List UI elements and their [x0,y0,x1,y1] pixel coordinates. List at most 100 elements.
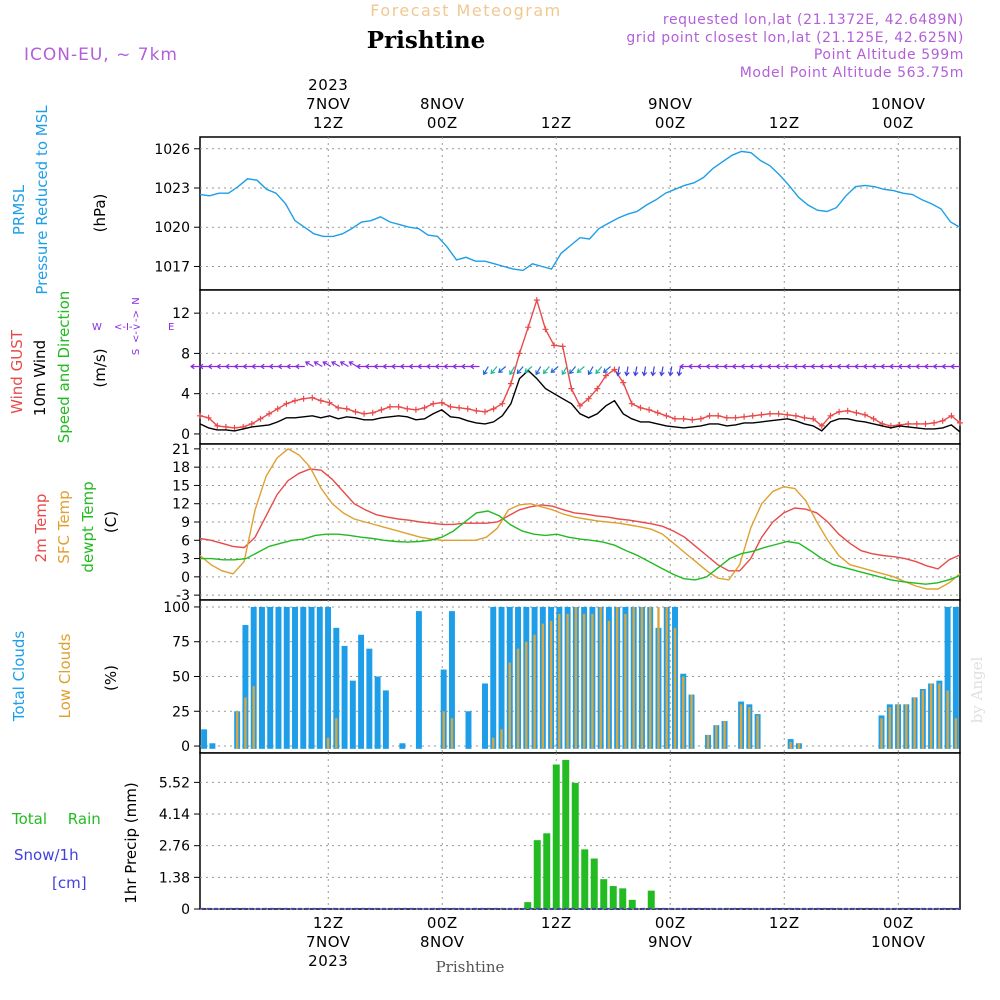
wind-direction-arrow [775,363,786,370]
gust-marker [948,412,955,419]
wind-direction-arrow [348,361,358,368]
temperature-series-line [199,468,961,572]
total-clouds-bar [498,606,505,749]
clouds-ytick-label: 100 [163,600,190,616]
low-clouds-bar [789,741,792,749]
compass-w: W [92,322,102,333]
gust-marker [680,415,687,422]
total-clouds-bar [448,611,455,749]
gust-marker [387,403,393,410]
low-clouds-bar [624,613,627,749]
pressure-msl-label: Pressure Reduced to MSL [33,105,51,295]
wind-direction-arrow [897,363,908,370]
low-clouds-bar [549,620,553,749]
total-clouds-bar [250,606,257,749]
gust-marker [801,414,808,421]
wind-direction-arrow [313,361,323,368]
wind-gust-label: Wind GUST [8,329,26,414]
wind-direction-arrow [880,363,891,370]
temp-unit: (C) [102,511,120,533]
wind-direction-arrow [189,363,200,370]
wind-direction-arrow [399,363,410,370]
total-clouds-bar [399,743,406,749]
low-clouds-bar [888,707,891,749]
low-clouds-bar [235,711,239,749]
pressure-labels: PRMSL Pressure Reduced to MSL (hPa) [10,105,109,295]
rain-bar [609,886,617,909]
time-axis-label: 7NOV [306,95,351,113]
gust-marker [628,400,635,407]
gust-marker [818,422,825,429]
temperature-ytick-label: 3 [181,552,190,568]
gust-marker [792,412,799,419]
wind-direction-arrow [286,363,297,370]
wind-direction-arrow [906,363,917,370]
wind-direction-arrow [373,363,384,370]
gust-marker [369,409,376,416]
time-axis-label: 2023 [308,952,348,970]
gust-marker [896,421,903,428]
gust-marker [317,397,324,404]
wind-direction-arrow [845,363,856,370]
clouds-ytick-label: 75 [172,635,190,651]
total-clouds-bar [349,680,356,749]
low-clouds-bar [442,711,445,749]
total-clouds-bar [333,627,340,749]
low-clouds-bar [682,676,685,749]
rain-bar [581,849,589,909]
wind-direction-arrow [641,366,648,377]
wind-direction-arrow [469,363,480,370]
low-clouds-bar [326,737,330,749]
total-clouds-bar [300,606,307,749]
pressure-unit: (hPa) [91,194,109,233]
gust-marker [568,385,575,392]
wind-direction-arrow [233,363,244,370]
pressure-panel: 1017 1020 1023 1026 [154,136,961,291]
low-clouds-bar [954,718,958,749]
model-point-altitude: Model Point Altitude 563.75m [740,65,964,81]
wind-direction-arrow [207,363,218,370]
wind-direction-arrow [853,363,864,370]
low-clouds-bar [541,623,545,749]
gust-marker [672,415,678,422]
gust-marker [637,404,644,411]
total-clouds-bar [325,606,332,749]
precip-ytick-label: 0 [181,902,190,918]
gust-marker [361,410,368,417]
gust-marker [905,420,912,427]
wind-ytick-label: 12 [172,306,190,322]
wind-direction-arrow [827,363,838,370]
temp-dewpt-label: dewpt Temp [79,481,97,572]
low-clouds-bar [905,704,908,749]
total-clouds-bar [944,606,951,749]
gust-marker [214,422,221,429]
temperature-ytick-label: 12 [172,497,190,513]
rain-bar [647,890,655,909]
low-clouds-bar [748,707,751,749]
time-axis-label: 00Z [427,114,458,132]
total-clouds-bar [341,645,348,749]
time-axis-label: 12Z [769,114,800,132]
clouds-unit: (%) [102,665,120,691]
gust-marker [827,412,834,419]
precip-panel: 0 1.38 2.76 4.14 5.52 [159,752,961,918]
gust-marker [913,420,920,427]
low-clouds-bar [921,690,925,749]
wind-direction-arrow [749,363,760,370]
wind-direction-arrow [941,363,952,370]
wind-direction-arrow [602,366,611,373]
rain-bar [619,888,627,909]
gust-marker [775,410,782,417]
total-clouds-bar [283,606,290,749]
wind-direction-arrow [509,366,516,376]
wind-direction-arrow [714,363,725,370]
gust-marker [533,297,540,304]
time-axis-label: 7NOV [306,933,351,951]
clouds-ytick-label: 25 [172,704,190,720]
wind-direction-arrow [524,366,533,373]
wind-ytick-label: 4 [181,387,190,403]
gust-marker [689,416,696,423]
wind-direction-arrow [259,363,270,370]
wind-direction-arrow [382,363,393,370]
wind-direction-arrow [268,363,279,370]
